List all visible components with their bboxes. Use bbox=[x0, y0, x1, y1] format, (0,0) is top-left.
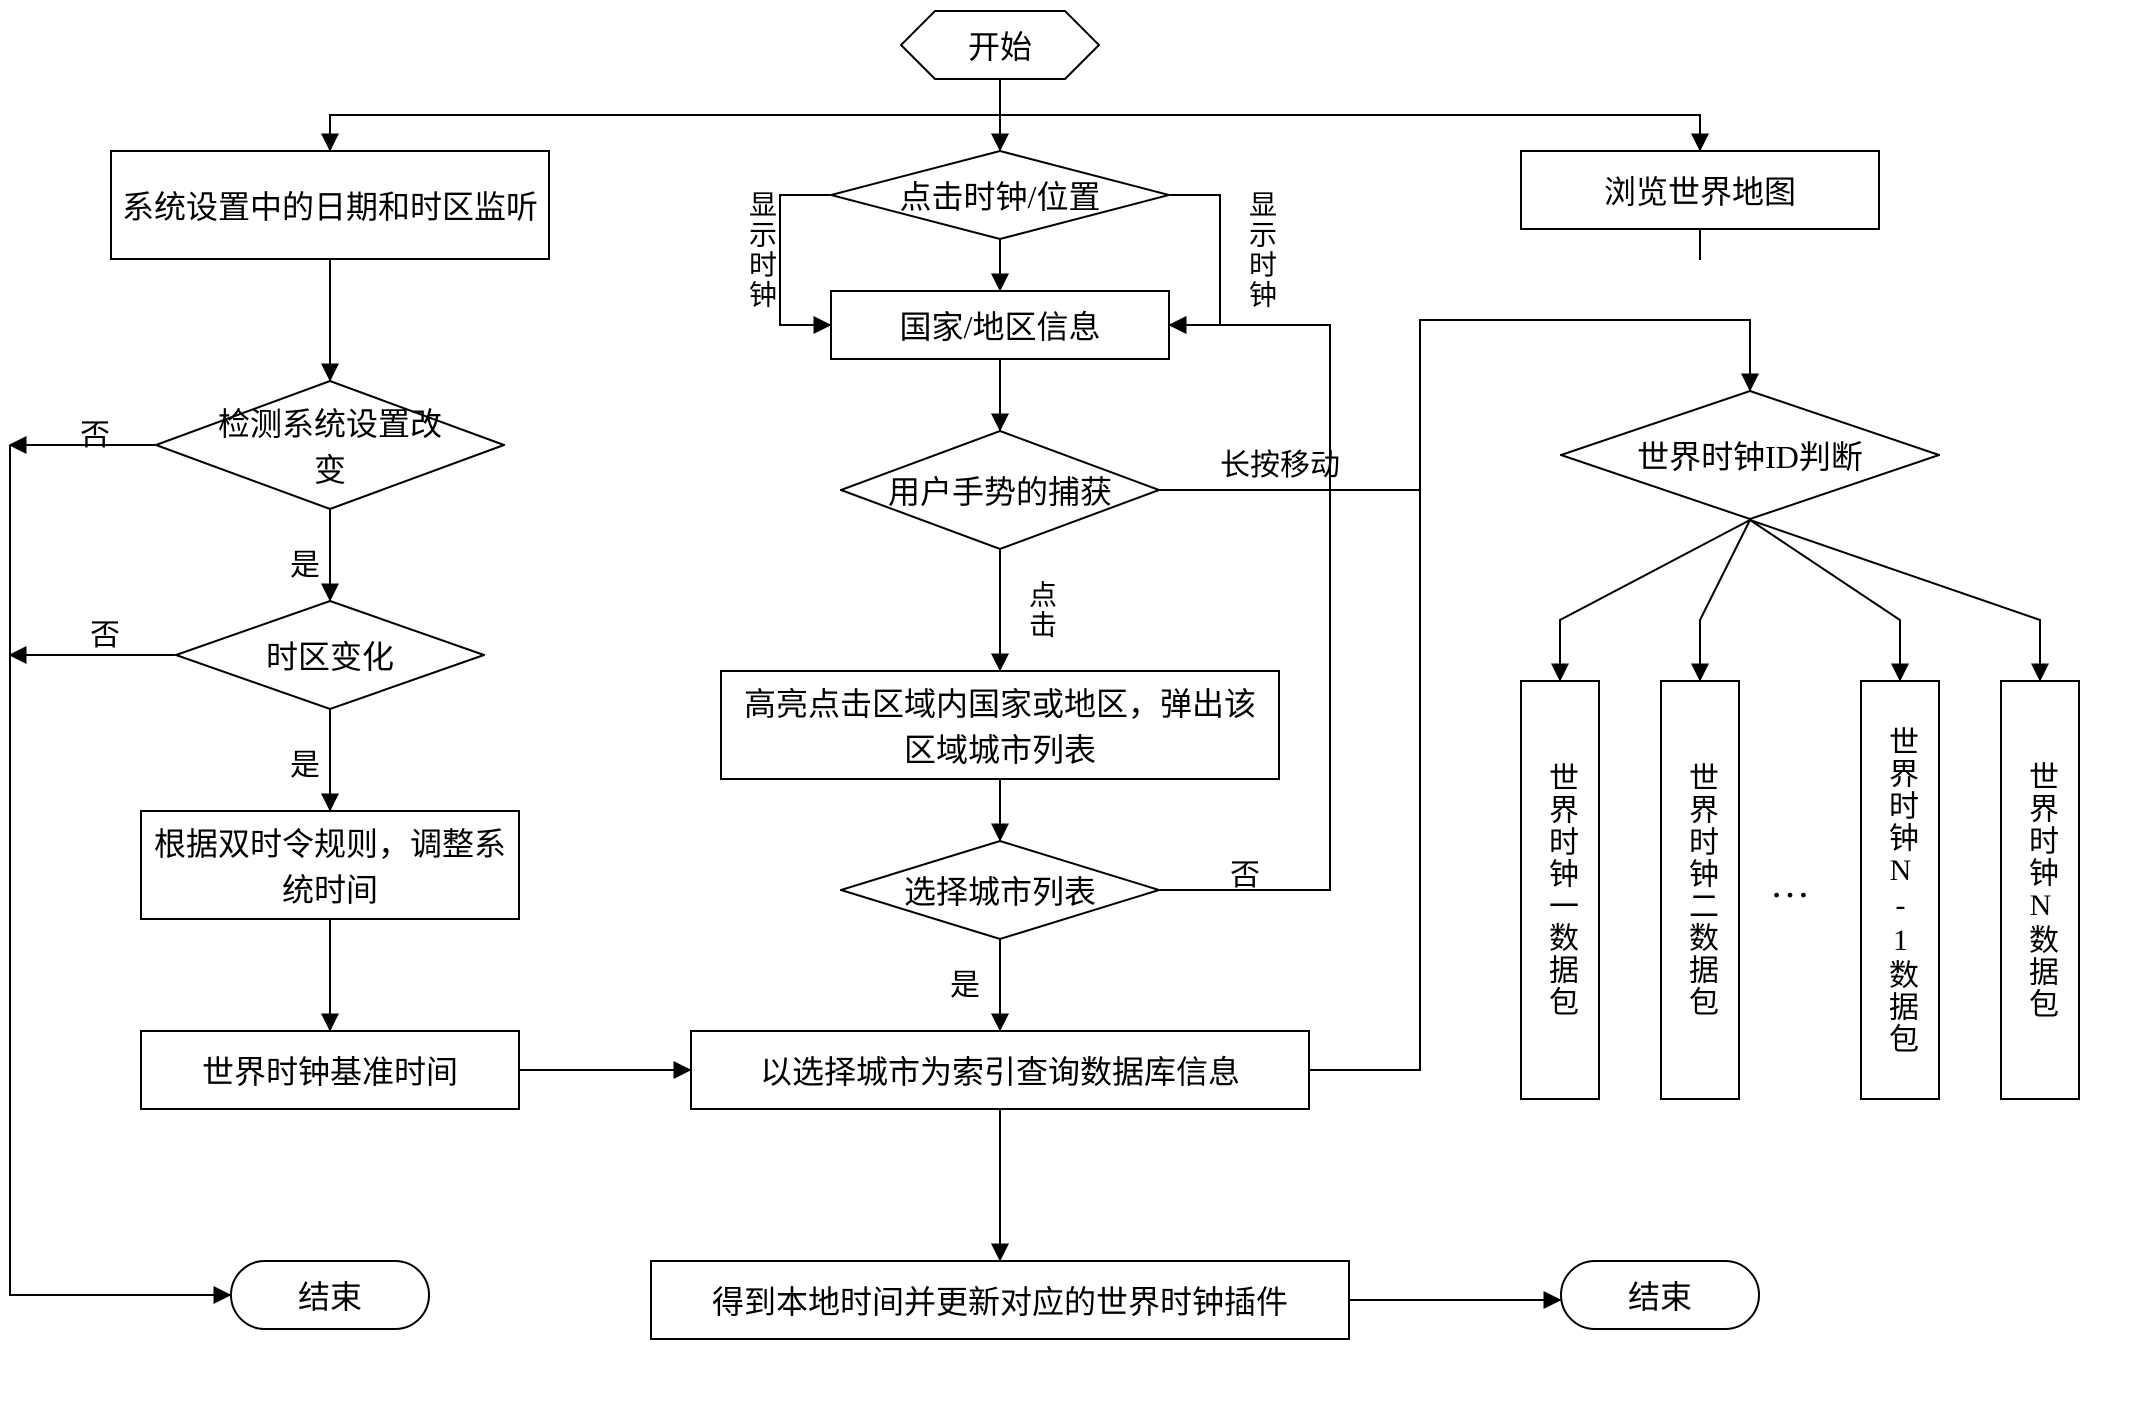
node-highlight: 高亮点击区域内国家或地区，弹出该区域城市列表 bbox=[720, 670, 1280, 780]
edge-label-longpress: 长按移动 bbox=[1220, 440, 1340, 484]
node-end_right: 结束 bbox=[1560, 1260, 1760, 1330]
edge-label-no2: 否 bbox=[90, 610, 120, 654]
node-pkg4: 世界时钟N数据包 bbox=[2000, 680, 2080, 1100]
edge-label-yes2: 是 bbox=[290, 740, 320, 784]
node-pkg_dots: … bbox=[1770, 860, 1810, 907]
edge-query_db_r-world_id_loop bbox=[1310, 490, 1420, 1070]
node-select_city: 选择城市列表 bbox=[840, 840, 1160, 940]
edge-world_id_b2-pkg2_t bbox=[1700, 520, 1750, 680]
node-base_time: 世界时钟基准时间 bbox=[140, 1030, 520, 1110]
edge-label-yes1: 是 bbox=[290, 540, 320, 584]
node-tz_change: 时区变化 bbox=[175, 600, 485, 710]
node-query_db: 以选择城市为索引查询数据库信息 bbox=[690, 1030, 1310, 1110]
edge-click_clock_l-country_info_l bbox=[780, 195, 830, 325]
node-sys_listen: 系统设置中的日期和时区监听 bbox=[110, 150, 550, 260]
edge-label-yes3: 是 bbox=[950, 960, 980, 1004]
edge-label-no3: 否 bbox=[1230, 850, 1260, 894]
edge-start_left_branch-sys_listen_top bbox=[330, 115, 1000, 150]
edge-start_right_branch-browse_map_top bbox=[1000, 115, 1700, 150]
node-click_clock: 点击时钟/位置 bbox=[830, 150, 1170, 240]
node-world_id: 世界时钟ID判断 bbox=[1560, 390, 1940, 520]
node-gesture: 用户手势的捕获 bbox=[840, 430, 1160, 550]
edge-label-no1: 否 bbox=[80, 410, 110, 454]
edge-click_clock_r-country_info_r bbox=[1170, 195, 1220, 325]
node-country_info: 国家/地区信息 bbox=[830, 290, 1170, 360]
node-browse_map: 浏览世界地图 bbox=[1520, 150, 1880, 230]
edge-world_id_b4-pkg4_t bbox=[1750, 520, 2040, 680]
edge-world_id_b3-pkg3_t bbox=[1750, 520, 1900, 680]
edge-select_city_no-country_info_loop bbox=[1160, 325, 1330, 890]
flowchart-canvas: 开始系统设置中的日期和时区监听 点击时钟/位置 浏览世界地图国家/地区信息检测系统设… bbox=[0, 0, 2152, 1418]
edge-label-show_clock_r: 显示时钟 bbox=[1240, 190, 1280, 310]
node-pkg2: 世界时钟二数据包 bbox=[1660, 680, 1740, 1100]
node-update_clock: 得到本地时间并更新对应的世界时钟插件 bbox=[650, 1260, 1350, 1340]
node-end_left: 结束 bbox=[230, 1260, 430, 1330]
node-start: 开始 bbox=[900, 10, 1100, 80]
node-pkg3: 世界时钟N-1数据包 bbox=[1860, 680, 1940, 1100]
edge-label-show_clock_l: 显示时钟 bbox=[740, 190, 780, 310]
node-adjust_time: 根据双时令规则，调整系统时间 bbox=[140, 810, 520, 920]
node-detect_change: 检测系统设置改变 bbox=[155, 380, 505, 510]
edge-label-click: 点击 bbox=[1020, 580, 1060, 640]
edge-world_id_b1-pkg1_t bbox=[1560, 520, 1750, 680]
node-pkg1: 世界时钟一数据包 bbox=[1520, 680, 1600, 1100]
